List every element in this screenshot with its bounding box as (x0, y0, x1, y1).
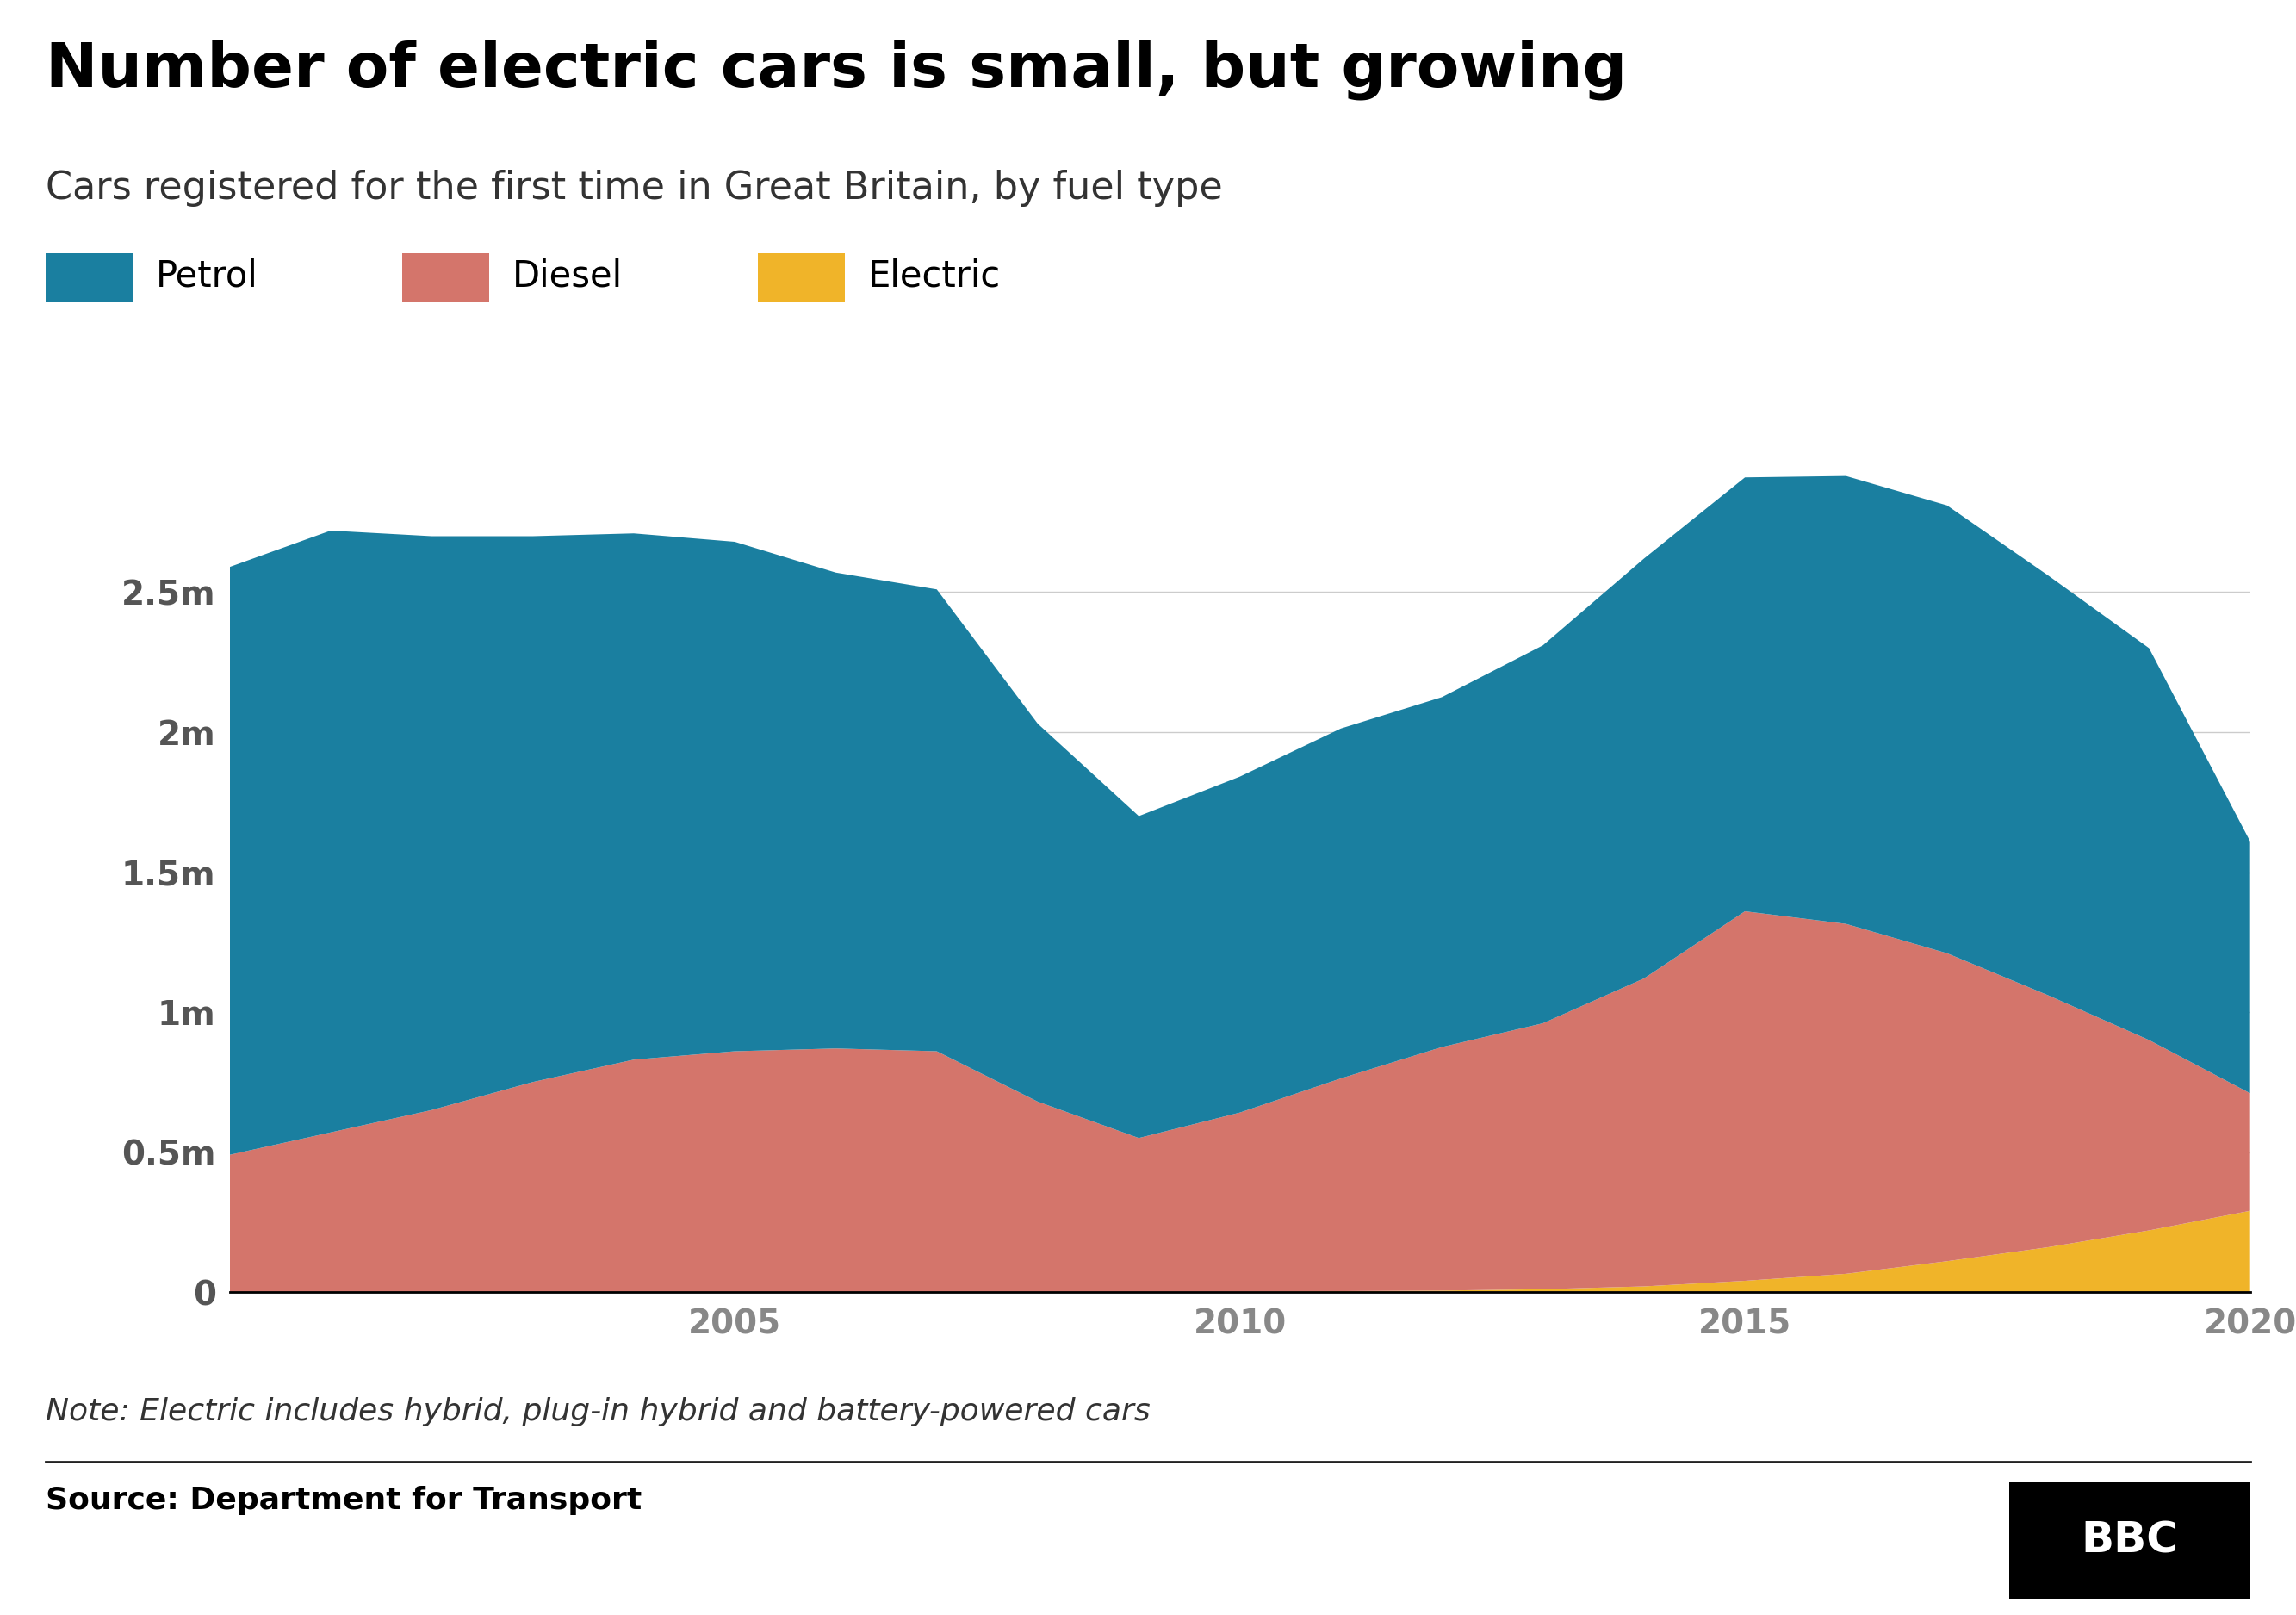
Text: Source: Department for Transport: Source: Department for Transport (46, 1486, 643, 1515)
Text: Petrol: Petrol (156, 258, 259, 294)
Text: Cars registered for the first time in Great Britain, by fuel type: Cars registered for the first time in Gr… (46, 170, 1224, 207)
Text: BBC: BBC (2080, 1520, 2179, 1562)
Text: Note: Electric includes hybrid, plug-in hybrid and battery-powered cars: Note: Electric includes hybrid, plug-in … (46, 1397, 1150, 1426)
Text: Number of electric cars is small, but growing: Number of electric cars is small, but gr… (46, 40, 1628, 100)
Text: Electric: Electric (868, 258, 1001, 294)
Text: Diesel: Diesel (512, 258, 622, 294)
